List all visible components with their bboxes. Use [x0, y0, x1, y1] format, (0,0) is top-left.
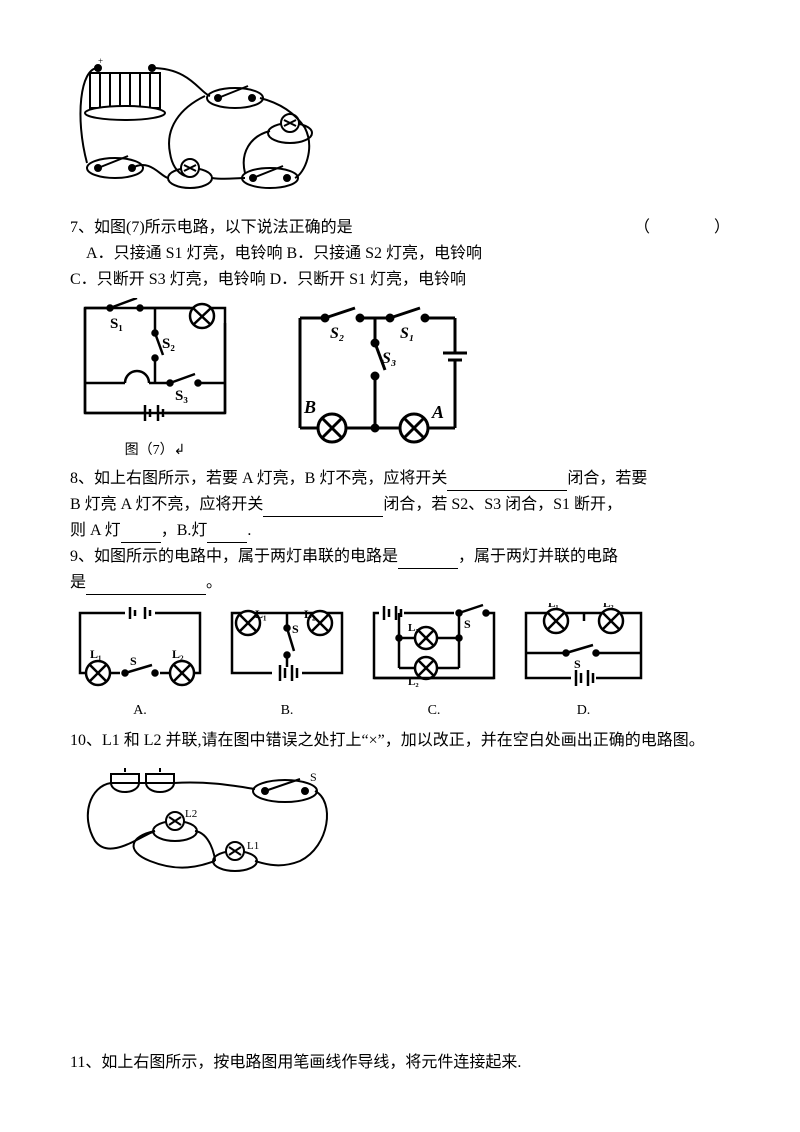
q9-a-label: A. [70, 700, 210, 721]
q7-paren: （ ） [634, 216, 730, 240]
q9-p2a: 是 [70, 574, 86, 591]
q8-p3a: 则 A 灯 [70, 522, 121, 539]
q9-fig-a: L₁ S L₂ A. [70, 603, 210, 721]
q9-p1a: 9、如图所示的电路中，属于两灯串联的电路是 [70, 548, 398, 565]
svg-text:S₃: S₃ [175, 388, 188, 404]
q8-p3c: . [247, 522, 251, 539]
blank [207, 525, 247, 543]
q7-optC-pref: C． [70, 271, 97, 288]
q8-line1: 8、如上右图所示，若要 A 灯亮，B 灯不亮，应将开关 闭合，若要 [70, 467, 730, 491]
svg-text:L₂: L₂ [603, 603, 614, 610]
q10-text: 10、L1 和 L2 并联,请在图中错误之处打上“×”，加以改正，并在空白处画出… [70, 729, 730, 753]
svg-text:A: A [431, 402, 444, 422]
svg-text:L₁: L₁ [408, 622, 419, 634]
svg-text:S₁: S₁ [110, 316, 123, 332]
blank [398, 551, 458, 569]
spacer [70, 899, 730, 1049]
svg-text:L₂: L₂ [172, 647, 184, 661]
q9-fig-d: L₁ L₂ S D. [516, 603, 651, 721]
figure-7: S₁ S₂ S₃ [70, 298, 240, 461]
q9-figures: L₁ S L₂ A. L₁ [70, 603, 730, 721]
svg-text:L1: L1 [247, 840, 259, 852]
svg-text:L₂: L₂ [304, 607, 316, 621]
q9-fig-c: S L₁ L₂ C. [364, 603, 504, 721]
svg-text:S₃: S₃ [382, 350, 396, 367]
svg-text:S: S [574, 657, 581, 671]
q8-p1b: 闭合，若要 [567, 470, 647, 487]
blank [121, 525, 161, 543]
svg-text:L₁: L₁ [255, 607, 267, 621]
q7-q8-figures: S₁ S₂ S₃ [70, 298, 730, 461]
svg-text:L₁: L₁ [90, 647, 102, 661]
q7-optB-pref: B． [286, 245, 313, 262]
q7-optA: 只接通 S1 灯亮，电铃响 [114, 245, 283, 262]
svg-text:S: S [464, 617, 471, 631]
q8-line3: 则 A 灯 ，B.灯. [70, 519, 730, 543]
svg-text:L2: L2 [185, 808, 197, 820]
figure-7-caption: 图（7）↲ [70, 440, 240, 461]
blank [86, 577, 206, 595]
svg-text:S: S [292, 622, 299, 636]
q9-d-label: D. [516, 700, 651, 721]
q7-optB: 只接通 S2 灯亮，电铃响 [313, 245, 482, 262]
q9-p2b: 。 [206, 574, 222, 591]
q9-b-label: B. [222, 700, 352, 721]
q8-p2b: 闭合，若 S2、S3 闭合，S1 断开， [383, 496, 622, 513]
q7-optC: 只断开 S3 灯亮，电铃响 [97, 271, 266, 288]
svg-text:S₂: S₂ [330, 325, 344, 342]
q7-options-line2: C．只断开 S3 灯亮，电铃响 D．只断开 S1 灯亮，电铃响 [70, 268, 730, 292]
q7-optD: 只断开 S1 灯亮，电铃响 [297, 271, 466, 288]
q7-options-line1: A．只接通 S1 灯亮，电铃响 B．只接通 S2 灯亮，电铃响 [70, 242, 730, 266]
q8-p3b: ，B.灯 [161, 522, 208, 539]
svg-text:S: S [310, 770, 317, 784]
q9-c-label: C. [364, 700, 504, 721]
q7-optD-pref: D． [270, 271, 298, 288]
q7-optA-pref: A． [86, 245, 114, 262]
q7-stem: 7、如图(7)所示电路，以下说法正确的是 [70, 219, 353, 236]
q9-fig-b: L₁ S L₂ B. [222, 603, 352, 721]
q7-stem-line: 7、如图(7)所示电路，以下说法正确的是 （ ） [70, 216, 730, 240]
q8-line2: B 灯亮 A 灯不亮，应将开关 闭合，若 S2、S3 闭合，S1 断开， [70, 493, 730, 517]
svg-text:S₂: S₂ [162, 336, 175, 352]
q9-line2: 是。 [70, 571, 730, 595]
q9-p1b: ，属于两灯并联的电路 [458, 548, 618, 565]
q8-p2a: B 灯亮 A 灯不亮，应将开关 [70, 496, 263, 513]
blank [263, 499, 383, 517]
q11-text: 11、如上右图所示，按电路图用笔画线作导线，将元件连接起来. [70, 1051, 730, 1075]
q8-p1a: 8、如上右图所示，若要 A 灯亮，B 灯不亮，应将开关 [70, 470, 447, 487]
blank [447, 473, 567, 491]
svg-text:S: S [130, 654, 137, 668]
q7-physical-circuit: + [70, 58, 730, 208]
svg-text:B: B [303, 397, 316, 417]
q9-line1: 9、如图所示的电路中，属于两灯串联的电路是 ，属于两灯并联的电路 [70, 545, 730, 569]
q8-figure: S₂ S₁ S₃ B [280, 298, 480, 453]
svg-text:S₁: S₁ [400, 325, 414, 342]
q10-figure: S L2 L1 [70, 761, 730, 891]
svg-text:L₁: L₁ [548, 603, 559, 610]
svg-text:+: + [98, 58, 103, 66]
